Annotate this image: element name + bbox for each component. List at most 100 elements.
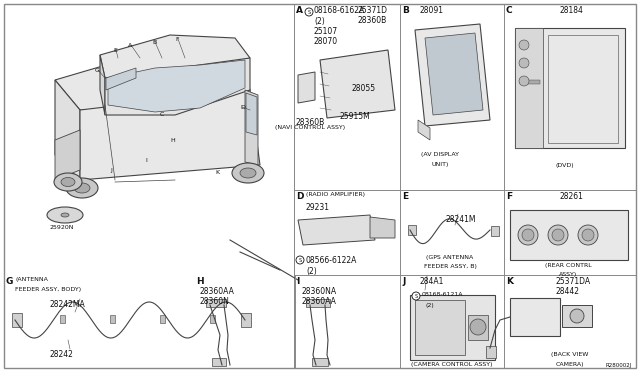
Text: (DVD): (DVD) — [556, 163, 574, 168]
Text: (2): (2) — [425, 303, 434, 308]
Text: 25371D: 25371D — [358, 6, 388, 15]
Text: F: F — [506, 192, 512, 201]
Ellipse shape — [54, 173, 82, 191]
Text: (GPS ANTENNA: (GPS ANTENNA — [426, 255, 474, 260]
Polygon shape — [418, 120, 430, 140]
Circle shape — [296, 256, 304, 264]
Bar — [210, 315, 215, 323]
Bar — [468, 315, 488, 340]
Bar — [294, 4, 295, 368]
Bar — [306, 299, 330, 307]
Text: 284A1: 284A1 — [420, 277, 444, 286]
Text: ASSY): ASSY) — [559, 272, 577, 277]
Polygon shape — [108, 60, 245, 112]
Bar — [562, 305, 592, 327]
Circle shape — [518, 225, 538, 245]
Text: (CAMERA CONTROL ASSY): (CAMERA CONTROL ASSY) — [412, 362, 493, 367]
Polygon shape — [100, 35, 250, 78]
Text: 28070: 28070 — [314, 37, 338, 46]
Text: C: C — [160, 112, 164, 117]
Text: 28360NA: 28360NA — [302, 287, 337, 296]
Text: 28360B: 28360B — [358, 16, 387, 25]
Text: (AV DISPLAY: (AV DISPLAY — [421, 152, 459, 157]
Bar — [515, 28, 543, 148]
Circle shape — [552, 229, 564, 241]
Bar — [491, 226, 499, 236]
Text: C: C — [506, 6, 513, 15]
Text: 28360AA: 28360AA — [200, 287, 235, 296]
Bar — [206, 299, 226, 307]
Text: UNIT): UNIT) — [431, 162, 449, 167]
Text: B: B — [152, 40, 156, 45]
Text: 25915M: 25915M — [340, 112, 371, 121]
Circle shape — [578, 225, 598, 245]
Text: FEEDER ASSY, BODY): FEEDER ASSY, BODY) — [15, 287, 81, 292]
Circle shape — [470, 319, 486, 335]
Text: J: J — [110, 168, 112, 173]
Ellipse shape — [61, 213, 69, 217]
Text: 28261: 28261 — [560, 192, 584, 201]
Text: S: S — [298, 257, 301, 263]
Text: H: H — [196, 277, 204, 286]
Circle shape — [519, 40, 529, 50]
Polygon shape — [415, 24, 490, 126]
Bar — [415, 300, 465, 355]
Text: S: S — [307, 10, 310, 15]
Polygon shape — [55, 130, 80, 180]
Text: (REAR CONTRL: (REAR CONTRL — [545, 263, 591, 268]
Text: (NAVI CONTROL ASSY): (NAVI CONTROL ASSY) — [275, 125, 345, 130]
Ellipse shape — [232, 163, 264, 183]
Bar — [312, 358, 328, 366]
Bar — [110, 315, 115, 323]
Text: (2): (2) — [314, 17, 324, 26]
Polygon shape — [106, 68, 136, 90]
Text: 08168-6162A: 08168-6162A — [314, 6, 365, 15]
Polygon shape — [245, 90, 258, 165]
Text: 08566-6122A: 08566-6122A — [306, 256, 357, 265]
Text: D: D — [240, 105, 245, 110]
Text: 28360B: 28360B — [296, 118, 325, 127]
Text: 28184: 28184 — [560, 6, 584, 15]
Bar — [160, 315, 165, 323]
Polygon shape — [105, 58, 250, 115]
Text: FEEDER ASSY, B): FEEDER ASSY, B) — [424, 264, 476, 269]
Text: 28241M: 28241M — [445, 215, 476, 224]
Ellipse shape — [240, 168, 256, 178]
Polygon shape — [100, 55, 105, 115]
Text: K: K — [215, 170, 219, 175]
Text: 25920N: 25920N — [50, 225, 74, 230]
Bar — [12, 313, 22, 327]
Text: I: I — [145, 158, 147, 163]
Circle shape — [582, 229, 594, 241]
Text: A: A — [296, 6, 303, 15]
Circle shape — [519, 76, 529, 86]
Text: 29231: 29231 — [306, 203, 330, 212]
Text: 28091: 28091 — [420, 6, 444, 15]
Text: B: B — [402, 6, 409, 15]
Polygon shape — [298, 215, 375, 245]
Text: CAMERA): CAMERA) — [556, 362, 584, 367]
Text: H: H — [170, 138, 175, 143]
Polygon shape — [370, 217, 395, 238]
Text: 28442: 28442 — [555, 287, 579, 296]
Text: G: G — [95, 68, 100, 73]
Polygon shape — [425, 33, 483, 115]
Bar — [241, 313, 251, 327]
Circle shape — [522, 229, 534, 241]
Polygon shape — [55, 55, 250, 115]
Text: (BACK VIEW: (BACK VIEW — [551, 352, 589, 357]
Ellipse shape — [47, 207, 83, 223]
Bar — [510, 298, 560, 336]
Text: G: G — [6, 277, 13, 286]
Text: D: D — [296, 192, 303, 201]
Bar — [410, 295, 495, 360]
Text: (ANTENNA: (ANTENNA — [15, 277, 48, 282]
Polygon shape — [55, 80, 80, 180]
Bar — [486, 346, 496, 358]
Polygon shape — [80, 90, 260, 180]
Text: E: E — [113, 48, 117, 53]
Bar — [520, 80, 540, 84]
Text: R280002J: R280002J — [605, 363, 632, 368]
Polygon shape — [298, 72, 315, 103]
Ellipse shape — [61, 177, 75, 186]
